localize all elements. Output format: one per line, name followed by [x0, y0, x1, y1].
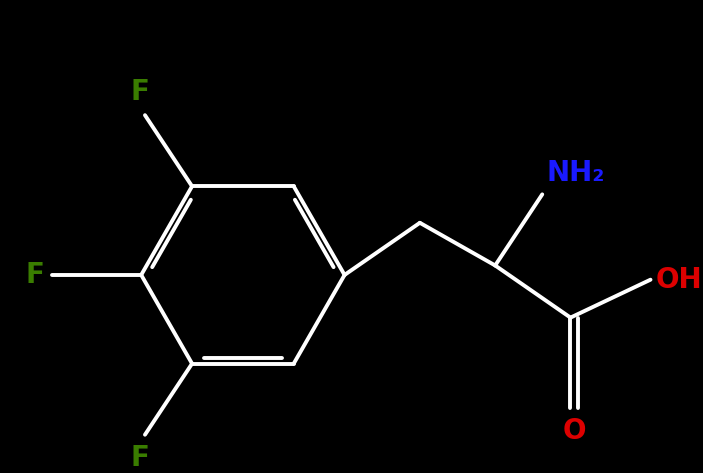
Text: OH: OH — [655, 266, 702, 294]
Text: F: F — [131, 444, 150, 472]
Text: O: O — [562, 417, 586, 445]
Text: F: F — [131, 78, 150, 105]
Text: F: F — [25, 261, 44, 289]
Text: NH₂: NH₂ — [547, 159, 605, 187]
